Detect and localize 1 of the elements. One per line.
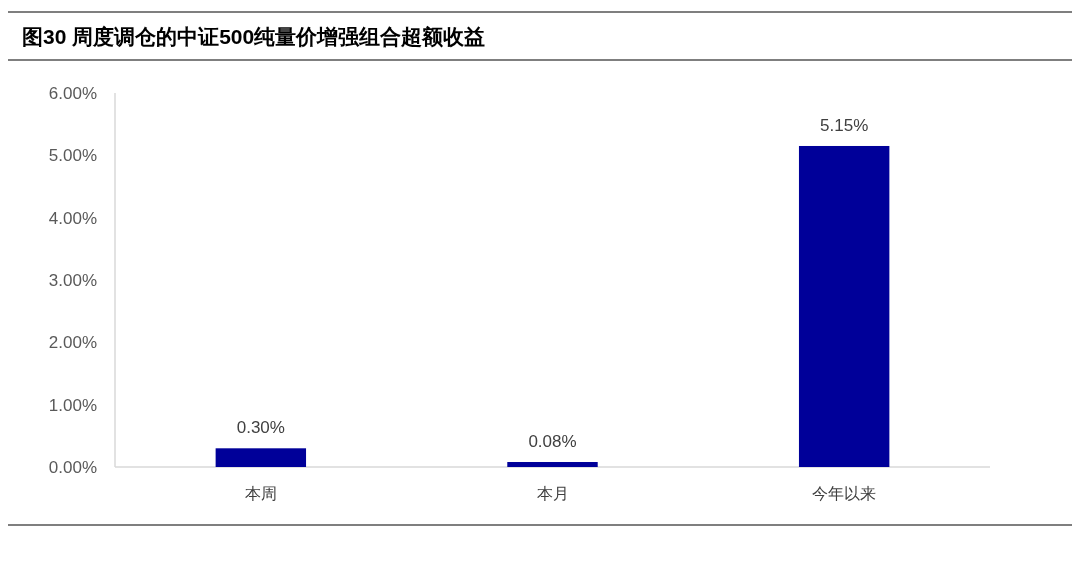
title: 图30 周度调仓的中证500纯量价增强组合超额收益 [22,25,486,48]
